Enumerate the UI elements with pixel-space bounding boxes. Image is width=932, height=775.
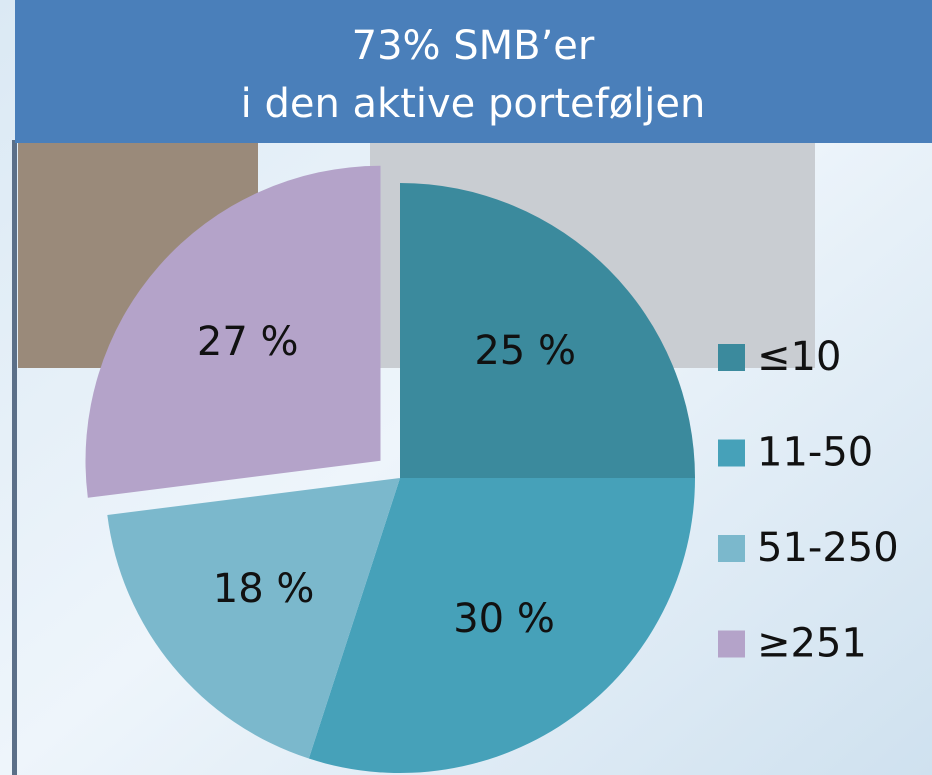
- legend-label: ≤10: [757, 334, 841, 380]
- legend-swatch: [718, 344, 745, 371]
- left-rule: [12, 140, 17, 775]
- slide: 73% SMB’er i den aktive porteføljen 25 %…: [0, 0, 932, 775]
- slice-label: 25 %: [474, 328, 576, 374]
- title: 73% SMB’er: [352, 23, 595, 69]
- slice-label: 27 %: [197, 319, 299, 365]
- slice-label: 18 %: [213, 566, 315, 612]
- slice-label: 30 %: [453, 596, 555, 642]
- legend-swatch: [718, 440, 745, 467]
- legend-swatch: [718, 631, 745, 658]
- legend-label: ≥251: [757, 621, 867, 667]
- legend-swatch: [718, 535, 745, 562]
- legend-label: 11-50: [757, 430, 873, 476]
- legend-label: 51-250: [757, 525, 899, 571]
- subtitle: i den aktive porteføljen: [241, 81, 706, 127]
